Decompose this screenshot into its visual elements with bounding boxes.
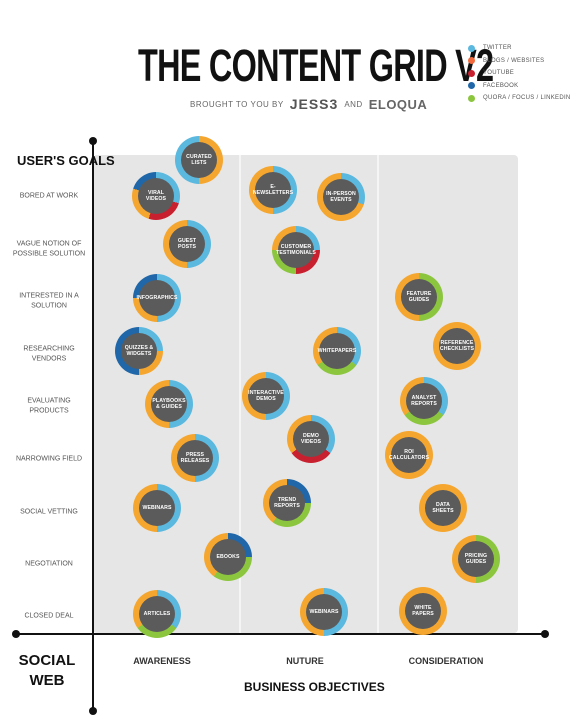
node-ebooks[interactable]: EBOOKS: [204, 533, 252, 581]
credits: BROUGHT TO YOU BY JESS3 AND ELOQUA: [190, 96, 427, 112]
node-demo-videos[interactable]: DEMO VIDEOS: [287, 415, 335, 463]
node-label: TREND REPORTS: [269, 485, 305, 521]
node-label: WHITE PAPERS: [405, 593, 441, 629]
node-label: PRESS RELEASES: [177, 440, 213, 476]
node-quizzes-widgets[interactable]: QUIZZES & WIDGETS: [115, 327, 163, 375]
node-interactive-demos[interactable]: INTERACTIVE DEMOS: [242, 372, 290, 420]
node-label: ROI CALCULATORS: [389, 437, 429, 473]
node-analyst-reports[interactable]: ANALYST REPORTS: [400, 377, 448, 425]
node-label: GUEST POSTS: [169, 226, 205, 262]
node-trend-reports[interactable]: TREND REPORTS: [263, 479, 311, 527]
row-label-evaluating: EVALUATING PRODUCTS: [27, 397, 71, 415]
quora-dot-icon: [468, 94, 475, 102]
y-axis-top-dot: [89, 137, 97, 145]
node-data-sheets[interactable]: DATA SHEETS: [419, 484, 467, 532]
legend-item-quora: QUORA / FOCUS / LINKEDIN: [468, 92, 571, 105]
row-label-closed-deal: CLOSED DEAL: [24, 612, 74, 620]
node-label: CURATED LISTS: [181, 142, 217, 178]
node-playbooks-guides[interactable]: PLAYBOOKS & GUIDES: [145, 380, 193, 428]
node-label: PRICING GUIDES: [458, 541, 494, 577]
corner-web: WEB: [29, 672, 65, 689]
node-pricing-guides[interactable]: PRICING GUIDES: [452, 535, 500, 583]
node-label: PLAYBOOKS & GUIDES: [151, 386, 187, 422]
y-axis-title: USER'S GOALS: [17, 153, 115, 168]
node-label: DEMO VIDEOS: [293, 421, 329, 457]
node-label: QUIZZES & WIDGETS: [121, 333, 157, 369]
jess3-logo[interactable]: JESS3: [289, 96, 339, 112]
legend-item-twitter: TWITTER: [468, 42, 571, 55]
node-whitepapers[interactable]: WHITEPAPERS: [313, 327, 361, 375]
node-articles[interactable]: ARTICLES: [133, 590, 181, 638]
node-label: VIRAL VIDEOS: [138, 178, 174, 214]
row-label-researching: RESEARCHING VENDORS: [23, 345, 75, 363]
facebook-dot-icon: [468, 82, 475, 90]
and-text: AND: [344, 99, 363, 109]
node-label: IN-PERSON EVENTS: [323, 179, 359, 215]
node-label: ARTICLES: [139, 596, 175, 632]
youtube-dot-icon: [468, 69, 475, 77]
brought-by-text: BROUGHT TO YOU BY: [190, 99, 284, 109]
legend: TWITTER BLOGS / WEBSITES YOUTUBE FACEBOO…: [468, 42, 571, 105]
node-white-papers[interactable]: WHITE PAPERS: [399, 587, 447, 635]
node-label: E-NEWSLETTERS: [253, 172, 293, 208]
node-reference-checklists[interactable]: REFERENCE CHECKLISTS: [433, 322, 481, 370]
node-label: ANALYST REPORTS: [406, 383, 442, 419]
row-label-interested: INTERESTED IN A SOLUTION: [19, 292, 79, 310]
blogs-dot-icon: [468, 57, 475, 65]
legend-item-blogs: BLOGS / WEBSITES: [468, 55, 571, 68]
node-roi-calculators[interactable]: ROI CALCULATORS: [385, 431, 433, 479]
row-label-vague-notion: VAGUE NOTION OF POSSIBLE SOLUTION: [12, 240, 86, 258]
y-axis-bottom-dot: [89, 707, 97, 715]
node-label: WHITEPAPERS: [318, 333, 356, 369]
node-label: CUSTOMER TESTIMONIALS: [276, 232, 316, 268]
node-label: DATA SHEETS: [425, 490, 461, 526]
column-label-awareness: AWARENESS: [133, 656, 191, 666]
column-label-nuture: NUTURE: [286, 656, 324, 666]
twitter-dot-icon: [468, 44, 475, 52]
node-webinars-nurture[interactable]: WEBINARS: [300, 588, 348, 636]
x-axis-title: BUSINESS OBJECTIVES: [244, 680, 385, 694]
corner-social: SOCIAL: [18, 652, 76, 669]
node-label: EBOOKS: [210, 539, 246, 575]
x-axis-left-dot: [12, 630, 20, 638]
x-axis-right-dot: [541, 630, 549, 638]
row-label-negotiation: NEGOTIATION: [25, 560, 73, 568]
eloqua-logo[interactable]: ELOQUA: [368, 96, 428, 112]
node-label: INTERACTIVE DEMOS: [248, 378, 284, 414]
node-label: REFERENCE CHECKLISTS: [439, 328, 475, 364]
node-in-person-events[interactable]: IN-PERSON EVENTS: [317, 173, 365, 221]
node-press-releases[interactable]: PRESS RELEASES: [171, 434, 219, 482]
node-label: INFOGRAPHICS: [137, 280, 177, 316]
row-label-social-vetting: SOCIAL VETTING: [20, 508, 78, 516]
node-curated-lists[interactable]: CURATED LISTS: [175, 136, 223, 184]
node-label: WEBINARS: [306, 594, 342, 630]
row-label-bored: BORED AT WORK: [19, 192, 79, 200]
legend-item-facebook: FACEBOOK: [468, 80, 571, 93]
node-webinars-awareness[interactable]: WEBINARS: [133, 484, 181, 532]
node-viral-videos[interactable]: VIRAL VIDEOS: [132, 172, 180, 220]
row-label-narrowing: NARROWING FIELD: [15, 455, 83, 463]
node-infographics[interactable]: INFOGRAPHICS: [133, 274, 181, 322]
node-guest-posts[interactable]: GUEST POSTS: [163, 220, 211, 268]
node-label: FEATURE GUIDES: [401, 279, 437, 315]
node-e-newsletters[interactable]: E-NEWSLETTERS: [249, 166, 297, 214]
legend-item-youtube: YOUTUBE: [468, 67, 571, 80]
node-feature-guides[interactable]: FEATURE GUIDES: [395, 273, 443, 321]
page-title: THE CONTENT GRID V2: [138, 40, 494, 91]
node-label: WEBINARS: [139, 490, 175, 526]
column-label-consideration: CONSIDERATION: [408, 656, 484, 666]
node-customer-testimonials[interactable]: CUSTOMER TESTIMONIALS: [272, 226, 320, 274]
